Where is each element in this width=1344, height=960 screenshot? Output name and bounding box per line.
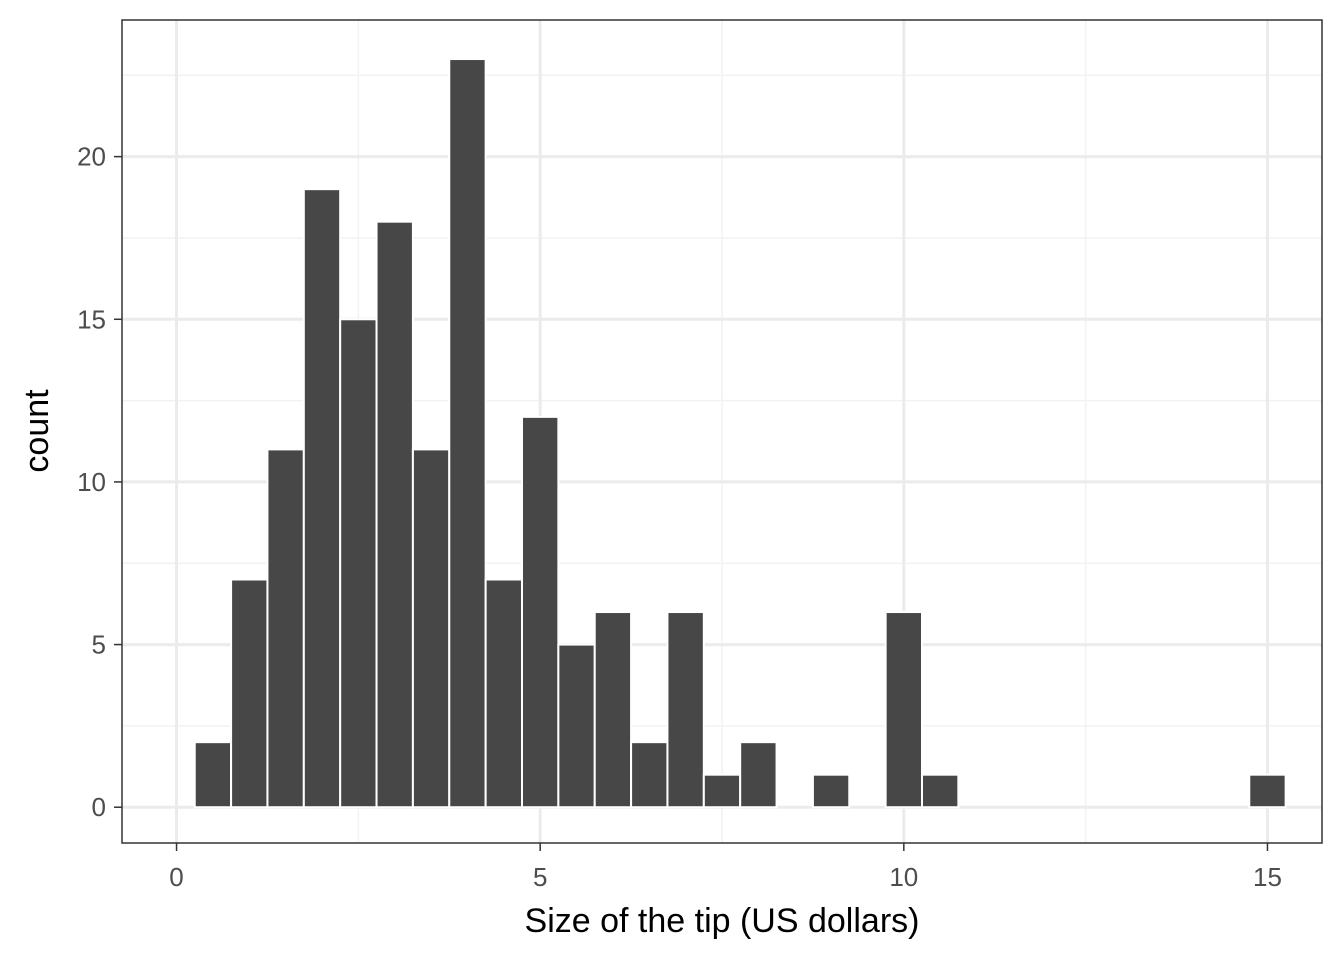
x-axis-title: Size of the tip (US dollars) bbox=[525, 902, 920, 940]
histogram-bar-13 bbox=[666, 611, 705, 809]
histogram-bars bbox=[193, 58, 1287, 809]
histogram-bar-19 bbox=[884, 611, 923, 809]
histogram-bar-7 bbox=[448, 58, 487, 809]
y-tick-label-0: 0 bbox=[92, 792, 106, 822]
x-axis: 0 5 10 15 bbox=[169, 843, 1282, 892]
x-tick-label-0: 0 bbox=[169, 862, 183, 892]
histogram-bar-17 bbox=[811, 773, 851, 809]
histogram-bar-4 bbox=[339, 318, 378, 809]
histogram-bar-5 bbox=[375, 220, 414, 809]
histogram-bar-12 bbox=[630, 741, 669, 809]
histogram-bar-11 bbox=[593, 611, 633, 809]
histogram-bar-0 bbox=[193, 741, 233, 809]
y-tick-label-4: 20 bbox=[77, 142, 106, 172]
histogram-bar-15 bbox=[739, 741, 778, 809]
y-tick-label-3: 15 bbox=[77, 304, 106, 334]
histogram-bar-14 bbox=[702, 773, 742, 809]
y-tick-label-1: 5 bbox=[92, 630, 106, 660]
histogram-bar-9 bbox=[521, 415, 560, 809]
y-axis: 0 5 10 15 20 bbox=[77, 142, 122, 822]
histogram-bar-6 bbox=[411, 448, 451, 809]
x-tick-label-1: 5 bbox=[533, 862, 547, 892]
histogram-bar-2 bbox=[266, 448, 305, 809]
histogram-bar-20 bbox=[921, 773, 960, 809]
y-tick-label-2: 10 bbox=[77, 467, 106, 497]
x-tick-label-3: 15 bbox=[1253, 862, 1282, 892]
histogram-bar-29 bbox=[1248, 773, 1287, 809]
histogram-bar-8 bbox=[484, 578, 523, 809]
x-tick-label-2: 10 bbox=[889, 862, 918, 892]
histogram-bar-1 bbox=[230, 578, 269, 809]
histogram-bar-3 bbox=[302, 188, 342, 809]
y-axis-title: count bbox=[18, 389, 56, 473]
histogram-bar-10 bbox=[557, 643, 596, 809]
panel-border bbox=[121, 19, 1323, 844]
